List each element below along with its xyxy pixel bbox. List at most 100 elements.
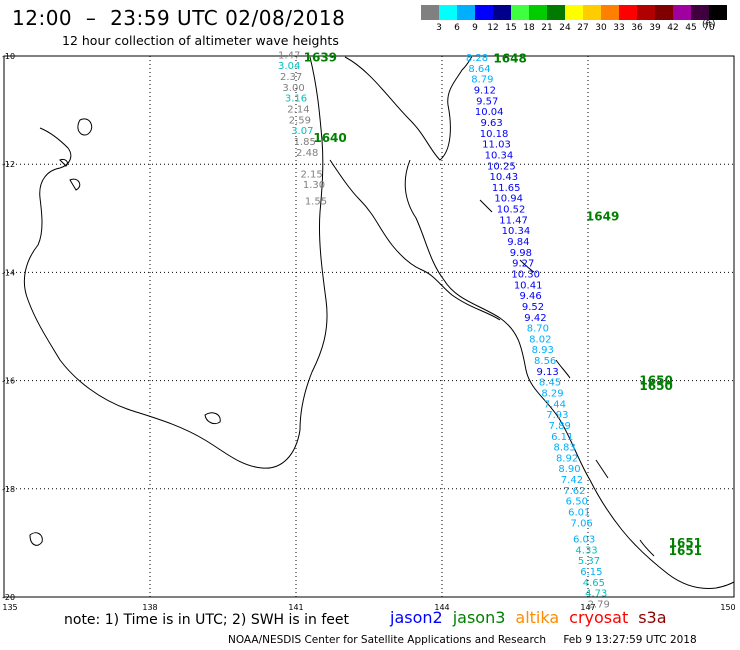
- swh-value: 9.98: [510, 248, 532, 259]
- swh-value: 4.65: [583, 578, 605, 589]
- swh-value: 8.83: [554, 443, 576, 454]
- longitude-label: 150: [720, 603, 735, 612]
- scale-label: 45: [685, 23, 697, 33]
- scale-swatch: [619, 5, 637, 20]
- swh-value: 2.14: [287, 104, 309, 115]
- axis-labels: 135 138 141 144 147 150 -10 -12 -14 -16 -18 -20: [2, 52, 736, 612]
- scale-label: 70: [703, 23, 715, 33]
- swh-value: 11.47: [499, 215, 528, 226]
- swh-value: 4.73: [585, 589, 607, 600]
- swh-value: 10.25: [487, 161, 516, 172]
- swh-value: 2.48: [296, 148, 318, 159]
- scale-label: 39: [649, 23, 661, 33]
- swh-value: 9.46: [519, 291, 541, 302]
- swh-value: 8.02: [529, 334, 551, 345]
- pass-time-label: 1650: [639, 379, 672, 393]
- scale-swatch: [475, 5, 493, 20]
- latitude-label: -18: [2, 485, 15, 494]
- swh-value: 11.65: [492, 183, 521, 194]
- swh-value: 8.93: [532, 345, 554, 356]
- swh-value: 9.12: [474, 86, 496, 97]
- swh-value: 3.00: [282, 83, 304, 94]
- scale-label: 9: [472, 23, 478, 33]
- satellite-legend-item: cryosat: [569, 608, 629, 627]
- gulf-islands: [59, 118, 221, 425]
- satellite-legend-item: jason2: [390, 608, 443, 627]
- scale-label: 36: [631, 23, 643, 33]
- map-title: 12:00 – 23:59 UTC 02/08/2018: [12, 6, 346, 30]
- swh-value: 2.79: [588, 599, 610, 610]
- swh-value: 7.42: [561, 475, 583, 486]
- footer-note: note: 1) Time is in UTC; 2) SWH is in fe…: [64, 612, 350, 628]
- swh-value: 7.89: [549, 421, 571, 432]
- swh-value: 3.04: [278, 61, 300, 72]
- scale-swatch: [709, 5, 727, 20]
- scale-label: 6: [454, 23, 460, 33]
- scale-swatch: [583, 5, 601, 20]
- credit-line: NOAA/NESDIS Center for Satellite Applica…: [228, 634, 711, 646]
- east-track-values: 8.288.648.799.129.5710.049.6310.1811.031…: [466, 52, 702, 611]
- scale-label: 21: [541, 23, 553, 33]
- west-island: [29, 532, 43, 546]
- swh-value: 8.56: [534, 356, 556, 367]
- scale-swatch: [457, 5, 475, 20]
- scale-label: 24: [559, 23, 571, 33]
- scale-swatch: [637, 5, 655, 20]
- swh-value: 1.47: [278, 50, 300, 61]
- swh-value: 6.15: [580, 567, 602, 578]
- latitude-label: -20: [2, 593, 15, 602]
- swh-value: 7.62: [563, 486, 585, 497]
- scale-swatch: [673, 5, 691, 20]
- scale-label: 3: [436, 23, 442, 33]
- scale-label: 18: [523, 23, 535, 33]
- queensland-east-coast: [404, 159, 735, 589]
- west-track-values: 1.473.042.373.003.162.142.593.071.852.48…: [278, 50, 347, 207]
- swh-value: 7.44: [544, 399, 566, 410]
- swh-value: 10.30: [511, 269, 540, 280]
- lat-lon-grid: [4, 56, 734, 597]
- scale-swatch: [547, 5, 565, 20]
- pass-time-label: 1650: [639, 374, 672, 388]
- swh-value: 9.13: [536, 367, 558, 378]
- latitude-label: -14: [2, 268, 15, 277]
- swh-value: 5.37: [578, 556, 600, 567]
- map-frame: [3, 55, 735, 598]
- swh-value: 1.55: [305, 196, 327, 207]
- pass-time-label: 1651: [669, 536, 702, 550]
- swh-value: 1.85: [294, 137, 316, 148]
- swh-value: 9.52: [522, 302, 544, 313]
- satellite-legend-item: jason3: [452, 608, 506, 627]
- scale-label: 15: [505, 23, 517, 33]
- scale-swatch: [511, 5, 529, 20]
- swh-value: 8.64: [468, 64, 490, 75]
- scale-label: 42: [667, 23, 679, 33]
- swh-value: 11.03: [482, 140, 511, 151]
- credit-agency: NOAA/NESDIS Center for Satellite Applica…: [228, 634, 546, 646]
- swh-value: 6.50: [566, 497, 588, 508]
- swh-value: 8.70: [527, 324, 549, 335]
- scale-swatch: [565, 5, 583, 20]
- pass-time-label: 1639: [304, 51, 337, 65]
- scale-label: 33: [613, 23, 625, 33]
- coastline: [23, 56, 735, 589]
- credit-timestamp: Feb 9 13:27:59 UTC 2018: [563, 634, 697, 646]
- swh-value: 8.29: [541, 389, 563, 400]
- swh-value: 6.11: [551, 432, 573, 443]
- swh-value: 8.28: [466, 53, 488, 64]
- latitude-label: -12: [2, 160, 15, 169]
- pass-time-label: 1649: [586, 210, 619, 224]
- swh-value: 10.41: [514, 280, 543, 291]
- swh-value: 6.01: [568, 508, 590, 519]
- longitude-label: 147: [580, 603, 595, 612]
- swh-value: 2.15: [300, 169, 322, 180]
- swh-value: 10.18: [480, 129, 509, 140]
- swh-value: 8.90: [558, 464, 580, 475]
- map-subtitle: 12 hour collection of altimeter wave hei…: [62, 33, 339, 48]
- swh-value: 8.79: [471, 75, 493, 86]
- scale-label: 27: [577, 23, 589, 33]
- scale-swatch: [655, 5, 673, 20]
- pass-time-label: 1640: [313, 131, 346, 145]
- swh-value: 9.57: [476, 96, 498, 107]
- scale-unit-label: (ft): [702, 20, 716, 30]
- satellite-legend-item: altika: [515, 608, 560, 627]
